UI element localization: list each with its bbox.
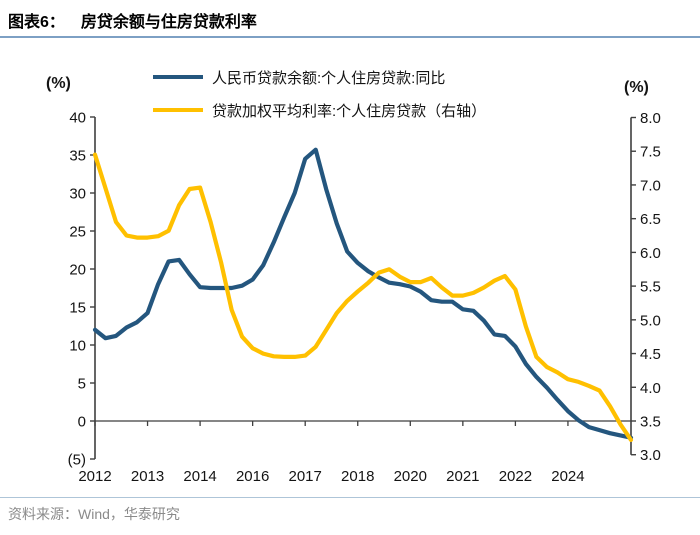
- source-note: 资料来源：Wind，华泰研究: [8, 506, 180, 522]
- left-tick-label: 30: [69, 186, 86, 203]
- right-tick-label: 5.5: [640, 279, 661, 296]
- x-tick-label: 2020: [394, 468, 427, 485]
- loan-balance-yoy-line: [92, 147, 634, 440]
- right-tick-label: 6.5: [640, 211, 661, 228]
- left-tick-label: 0: [78, 414, 86, 431]
- chart-legend: 人民币贷款余额:个人住房贷款:同比 贷款加权平均利率:个人住房贷款（右轴）: [153, 66, 486, 132]
- yellow-line-swatch: [153, 108, 203, 112]
- left-tick-label: 40: [69, 110, 86, 127]
- mortgage-rate-line: [92, 152, 634, 442]
- right-tick-label: 8.0: [640, 110, 661, 127]
- footer-divider: [0, 497, 700, 498]
- right-tick-label: 6.0: [640, 245, 661, 262]
- left-tick-label: 15: [69, 300, 86, 317]
- left-tick-label: 20: [69, 262, 86, 279]
- left-tick-label: 5: [78, 376, 86, 393]
- x-tick-label: 2024: [551, 468, 584, 485]
- x-tick-label: 2022: [499, 468, 532, 485]
- figure-title-text: 房贷余额与住房贷款利率: [80, 14, 257, 31]
- left-axis-unit: (%): [46, 75, 71, 92]
- right-tick-label: 5.0: [640, 312, 661, 329]
- right-tick-label: 3.5: [640, 414, 661, 431]
- right-tick-label: 4.0: [640, 380, 661, 397]
- right-tick-label: 7.5: [640, 144, 661, 161]
- legend-item-loan-rate: 贷款加权平均利率:个人住房贷款（右轴）: [153, 99, 486, 121]
- legend-label: 贷款加权平均利率:个人住房贷款（右轴）: [212, 102, 487, 120]
- left-tick-label: 25: [69, 224, 86, 241]
- x-tick-label: 2014: [183, 468, 216, 485]
- right-tick-label: 3.0: [640, 447, 661, 464]
- left-tick-label: 35: [69, 148, 86, 165]
- x-tick-label: 2013: [131, 468, 164, 485]
- x-tick-label: 2017: [289, 468, 322, 485]
- x-tick-label: 2012: [78, 468, 111, 485]
- x-tick-label: 2016: [236, 468, 269, 485]
- left-tick-label: 10: [69, 338, 86, 355]
- right-axis-unit: (%): [624, 79, 649, 96]
- figure-title: 图表6： 房贷余额与住房贷款利率: [8, 8, 257, 32]
- right-tick-label: 7.0: [640, 177, 661, 194]
- right-tick-label: 4.5: [640, 346, 661, 363]
- left-tick-label: (5): [68, 452, 86, 469]
- legend-label: 人民币贷款余额:个人住房贷款:同比: [212, 69, 446, 87]
- x-tick-label: 2021: [446, 468, 479, 485]
- title-divider: [0, 36, 700, 38]
- figure-number: 图表6：: [8, 14, 65, 31]
- x-tick-label: 2018: [341, 468, 374, 485]
- blue-line-swatch: [153, 75, 203, 79]
- legend-item-loan-balance: 人民币贷款余额:个人住房贷款:同比: [153, 66, 486, 88]
